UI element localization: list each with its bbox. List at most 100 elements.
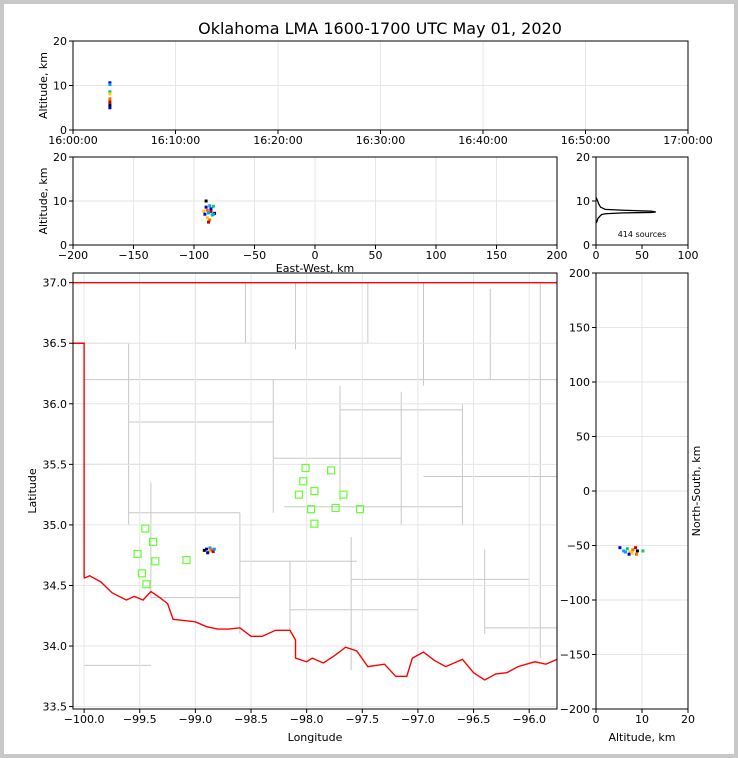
map-source-point <box>206 551 210 555</box>
lma-station-marker <box>307 505 316 514</box>
hist-alt-tick-label: 0 <box>583 239 590 252</box>
ew-alt-tick-label: 0 <box>60 239 67 252</box>
ew-source-point <box>204 199 208 203</box>
ew-source-point <box>208 218 212 222</box>
altitude-profile-line <box>595 197 656 224</box>
ns-source-point <box>622 549 626 553</box>
lma-station-marker <box>339 490 348 499</box>
ew-source-point <box>205 208 209 212</box>
ew-source-point <box>211 212 215 216</box>
figure-title: Oklahoma LMA 1600-1700 UTC May 01, 2020 <box>198 19 562 38</box>
map-content <box>73 273 557 709</box>
hist-alt-tick-label: 10 <box>576 195 590 208</box>
ew-tick-label: 200 <box>547 249 568 262</box>
map-lat-tick-label: 36.0 <box>43 398 68 411</box>
plan-view-ylabel: Latitude <box>26 468 39 514</box>
eastwest-ylabel: Altitude, km <box>37 167 50 234</box>
hist-tick-label: 0 <box>593 249 600 262</box>
ns-tick-label: −150 <box>560 649 590 662</box>
ew-source-point <box>203 212 207 216</box>
time-source-point <box>108 92 112 96</box>
ns-tick-label: −200 <box>560 703 590 716</box>
lma-station-marker <box>299 477 308 486</box>
ew-alt-tick-label: 10 <box>53 195 67 208</box>
time-alt-tick-label: 0 <box>60 124 67 137</box>
time-alt-tick-label: 20 <box>53 35 67 48</box>
figure-frame: Oklahoma LMA 1600-1700 UTC May 01, 2020 … <box>4 4 734 754</box>
ew-source-point <box>202 209 206 213</box>
ew-source-point <box>209 207 213 211</box>
ew-tick-label: −200 <box>58 249 88 262</box>
time-source-point <box>108 100 112 104</box>
altitude-histogram-frame <box>595 156 689 246</box>
ew-source-point <box>205 216 209 220</box>
source-count-annotation: 414 sources <box>618 230 667 239</box>
map-lon-tick-label: −99.0 <box>179 713 213 726</box>
hist-tick-label: 50 <box>635 249 649 262</box>
ns-ylabel: North-South, km <box>690 446 703 537</box>
map-lat-tick-label: 33.5 <box>43 701 68 714</box>
map-lon-tick-label: −96.0 <box>512 713 546 726</box>
map-lat-tick-label: 34.5 <box>43 579 68 592</box>
map-lat-tick-label: 34.0 <box>43 640 68 653</box>
map-source-point <box>202 548 206 552</box>
lma-station-marker <box>149 537 158 546</box>
time-source-point <box>108 97 112 101</box>
time-source-point <box>108 81 112 85</box>
hist-tick-label: 100 <box>678 249 699 262</box>
ns-tick-label: −50 <box>567 540 590 553</box>
map-lat-tick-label: 35.0 <box>43 519 68 532</box>
ns-source-point <box>618 546 622 550</box>
ns-tick-label: 100 <box>569 376 590 389</box>
ew-alt-tick-label: 20 <box>53 151 67 164</box>
ns-source-point <box>630 551 634 555</box>
map-lat-tick-label: 36.5 <box>43 337 68 350</box>
ns-tick-label: −100 <box>560 594 590 607</box>
lma-station-marker <box>301 463 310 473</box>
lma-station-marker <box>310 486 319 496</box>
ns-xlabel: Altitude, km <box>608 731 675 744</box>
ew-tick-label: 150 <box>486 249 507 262</box>
ew-source-point <box>211 204 215 208</box>
ns-alt-tick-label: 20 <box>681 713 695 726</box>
map-source-point <box>211 550 215 554</box>
eastwest-altitude-frame <box>72 156 558 246</box>
time-source-point <box>108 103 112 107</box>
eastwest-xlabel: East-West, km <box>276 262 354 275</box>
ns-alt-tick-label: 0 <box>593 713 600 726</box>
time-altitude-frame <box>72 40 689 131</box>
ew-source-point <box>207 211 211 215</box>
lma-station-marker <box>294 490 303 499</box>
ns-tick-label: 150 <box>569 322 590 335</box>
lma-station-marker <box>182 555 191 565</box>
ew-tick-label: −100 <box>179 249 209 262</box>
time-altitude-ylabel: Altitude, km <box>37 52 50 119</box>
map-lon-tick-label: −98.5 <box>234 713 268 726</box>
ns-source-point <box>634 552 638 556</box>
lma-station-marker <box>327 466 336 475</box>
lma-station-marker <box>355 505 365 514</box>
map-lat-tick-label: 35.5 <box>43 458 68 471</box>
time-tick-label: 16:10:00 <box>151 134 200 147</box>
ew-source-point <box>208 204 212 208</box>
map-lon-tick-label: −98.0 <box>290 713 324 726</box>
ns-tick-label: 0 <box>583 485 590 498</box>
ns-tick-label: 50 <box>576 431 590 444</box>
hist-alt-tick-label: 20 <box>576 151 590 164</box>
ns-source-point <box>628 550 632 554</box>
ns-source-point <box>634 546 638 550</box>
ew-tick-label: −150 <box>118 249 148 262</box>
ew-tick-label: 0 <box>312 249 319 262</box>
ns-source-point <box>641 549 645 553</box>
map-source-point <box>205 547 209 551</box>
ns-alt-tick-label: 10 <box>635 713 649 726</box>
ew-source-point <box>207 220 211 224</box>
altitude-northsouth-frame <box>595 272 689 710</box>
lma-station-marker <box>133 549 142 559</box>
ns-source-point <box>623 550 627 554</box>
time-tick-label: 16:00:00 <box>48 134 97 147</box>
ew-tick-label: −50 <box>243 249 266 262</box>
lma-figure: Oklahoma LMA 1600-1700 UTC May 01, 2020 … <box>26 19 713 744</box>
map-lon-tick-label: −97.5 <box>345 713 379 726</box>
ns-tick-label: 200 <box>569 267 590 280</box>
